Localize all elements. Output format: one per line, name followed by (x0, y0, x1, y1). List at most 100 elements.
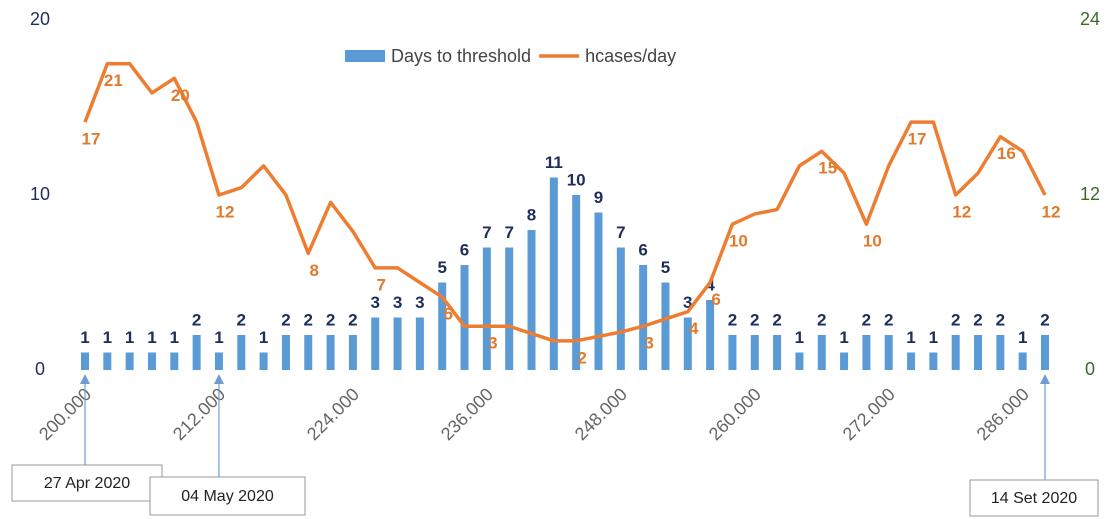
bar-label: 1 (125, 328, 134, 347)
line-label: 17 (908, 130, 927, 149)
bar-label: 2 (1040, 310, 1049, 329)
bar-label: 1 (906, 328, 915, 347)
bar (505, 247, 514, 370)
legend-label: hcases/day (585, 46, 676, 66)
legend-label: Days to threshold (391, 46, 531, 66)
bar (951, 335, 960, 370)
bar-label: 1 (929, 328, 938, 347)
bar (438, 282, 447, 370)
bar-label: 2 (728, 310, 737, 329)
x-tick-label: 200.000 (35, 384, 95, 444)
y2-tick-label: 0 (1085, 359, 1095, 379)
bar (192, 335, 201, 370)
line-label: 10 (729, 232, 748, 251)
bar (237, 335, 246, 370)
bar (147, 352, 156, 370)
bar-label: 2 (326, 310, 335, 329)
bar-label: 1 (259, 328, 268, 347)
line-label: 8 (310, 261, 319, 280)
bar-label: 2 (237, 310, 246, 329)
bar-label: 2 (192, 310, 201, 329)
line-label: 21 (104, 71, 123, 90)
annotation-box (969, 479, 1099, 517)
y-tick-label: 20 (30, 9, 50, 29)
bar-label: 1 (1018, 328, 1027, 347)
bar (393, 317, 402, 370)
y2-tick-label: 24 (1080, 9, 1100, 29)
bar (1018, 352, 1027, 370)
line-label: 3 (644, 334, 653, 353)
line-label: 10 (863, 232, 882, 251)
annotation-text: 27 Apr 2020 (44, 475, 130, 492)
bar-label: 2 (973, 310, 982, 329)
bar (795, 352, 804, 370)
bar-label: 6 (460, 240, 469, 259)
bar-label: 2 (884, 310, 893, 329)
bar (817, 335, 826, 370)
bar-label: 2 (750, 310, 759, 329)
bar (862, 335, 871, 370)
bar (460, 265, 469, 370)
bar-label: 1 (147, 328, 156, 347)
bar-label: 8 (527, 205, 536, 224)
bar-label: 1 (214, 328, 223, 347)
line-label: 17 (82, 130, 101, 149)
bar-label: 2 (996, 310, 1005, 329)
bar (482, 247, 491, 370)
bar (594, 212, 603, 370)
y2-tick-label: 12 (1080, 184, 1100, 204)
line-label: 12 (215, 202, 234, 221)
bar-label: 2 (817, 310, 826, 329)
bar (125, 352, 134, 370)
arrow-head (213, 374, 224, 384)
line-label: 7 (376, 275, 385, 294)
bar (103, 352, 112, 370)
line-label: 20 (171, 86, 190, 105)
bar-label: 3 (370, 293, 379, 312)
line-label: 15 (818, 159, 837, 178)
bar (639, 265, 648, 370)
bar-label: 1 (103, 328, 112, 347)
bar-label: 11 (545, 153, 563, 172)
bar (281, 335, 290, 370)
bar-label: 3 (393, 293, 402, 312)
bar-label: 7 (504, 223, 513, 242)
line-label: 2 (577, 348, 586, 367)
bar (616, 247, 625, 370)
annotation-box (11, 464, 163, 502)
bar (527, 230, 536, 370)
bar (81, 352, 89, 370)
bar (773, 335, 782, 370)
bar-label: 5 (661, 258, 670, 277)
bar (549, 177, 558, 370)
annotation-text: 04 May 2020 (181, 488, 274, 505)
bar (929, 352, 938, 370)
bar-label: 2 (951, 310, 960, 329)
bar (572, 195, 581, 370)
bar (304, 335, 313, 370)
bar (840, 352, 849, 370)
bar (326, 335, 335, 370)
bar-label: 9 (594, 188, 603, 207)
bar (259, 352, 268, 370)
bar-label: 2 (281, 310, 290, 329)
line (83, 62, 1047, 343)
bar-label: 3 (683, 293, 692, 312)
bar-label: 3 (415, 293, 424, 312)
annotation-box (149, 476, 306, 516)
bar (415, 317, 424, 370)
bar-label: 1 (170, 328, 179, 347)
line-label: 6 (711, 290, 720, 309)
x-tick-label: 212.000 (169, 384, 229, 444)
bar-label: 5 (437, 258, 446, 277)
line-label: 12 (952, 202, 971, 221)
bar-label: 6 (638, 240, 647, 259)
bar-label: 10 (567, 170, 586, 189)
bar (884, 335, 893, 370)
bar-label: 7 (616, 223, 625, 242)
line-label: 4 (689, 319, 699, 338)
annotation-text: 14 Set 2020 (991, 490, 1077, 507)
bar-label: 2 (862, 310, 871, 329)
bar (371, 317, 380, 370)
